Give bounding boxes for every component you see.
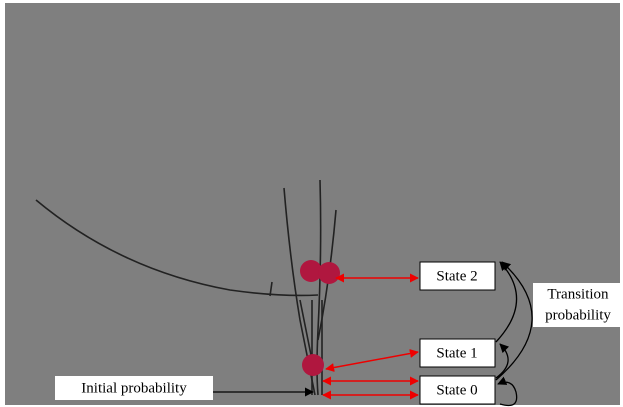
initial-label: Initial probability xyxy=(81,380,187,396)
state-0-box: State 0 xyxy=(420,376,495,404)
transition-label: Transition xyxy=(547,286,609,302)
transition-label: probability xyxy=(545,307,611,323)
state-label: State 0 xyxy=(436,382,477,398)
diagram: State 2 State 1 State 0 Transition proba… xyxy=(0,0,623,407)
state-1-box: State 1 xyxy=(420,339,495,367)
state-2-box: State 2 xyxy=(420,262,495,290)
state-label: State 1 xyxy=(436,345,477,361)
state-label: State 2 xyxy=(436,268,477,284)
